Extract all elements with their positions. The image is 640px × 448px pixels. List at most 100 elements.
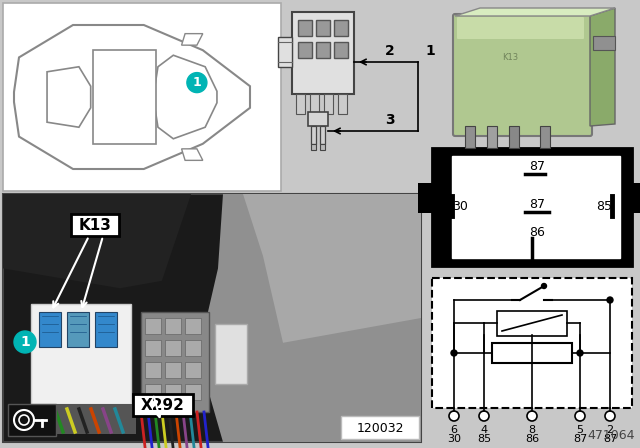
Circle shape bbox=[449, 411, 459, 421]
Bar bbox=[145, 318, 161, 334]
Text: X292: X292 bbox=[141, 397, 185, 413]
Circle shape bbox=[187, 73, 207, 93]
Polygon shape bbox=[182, 34, 203, 45]
Bar bbox=[308, 112, 328, 126]
Circle shape bbox=[541, 284, 547, 289]
Bar bbox=[497, 311, 567, 336]
Bar bbox=[3, 3, 281, 191]
Bar bbox=[141, 312, 209, 412]
Text: 4: 4 bbox=[481, 425, 488, 435]
Circle shape bbox=[605, 411, 615, 421]
Text: K13: K13 bbox=[79, 217, 111, 233]
Bar bbox=[215, 324, 247, 384]
Polygon shape bbox=[198, 194, 421, 442]
Bar bbox=[165, 384, 181, 400]
Bar bbox=[432, 278, 632, 408]
Text: 5: 5 bbox=[577, 425, 584, 435]
Bar bbox=[292, 12, 354, 94]
Bar bbox=[3, 194, 421, 442]
Polygon shape bbox=[47, 67, 91, 127]
Bar bbox=[341, 416, 419, 439]
Text: 1: 1 bbox=[193, 76, 201, 89]
Bar bbox=[320, 144, 325, 150]
Bar bbox=[26, 404, 136, 434]
Polygon shape bbox=[590, 8, 615, 126]
Bar bbox=[465, 126, 475, 148]
Bar bbox=[165, 362, 181, 378]
Polygon shape bbox=[455, 8, 615, 16]
Bar bbox=[593, 36, 615, 50]
Bar bbox=[165, 340, 181, 356]
Polygon shape bbox=[153, 55, 217, 139]
Bar bbox=[133, 394, 193, 416]
Bar bbox=[316, 20, 330, 36]
Bar bbox=[67, 312, 89, 347]
Bar bbox=[39, 312, 61, 347]
Bar bbox=[278, 37, 292, 67]
Text: 1: 1 bbox=[425, 44, 435, 58]
Circle shape bbox=[451, 350, 457, 356]
Bar bbox=[334, 20, 348, 36]
Text: 2: 2 bbox=[607, 425, 614, 435]
Text: 87: 87 bbox=[603, 434, 617, 444]
Text: 85: 85 bbox=[477, 434, 491, 444]
Circle shape bbox=[527, 411, 537, 421]
Text: 85: 85 bbox=[596, 199, 612, 212]
Bar bbox=[310, 94, 319, 114]
Bar bbox=[165, 318, 181, 334]
FancyBboxPatch shape bbox=[457, 17, 584, 39]
Text: K13: K13 bbox=[502, 53, 518, 63]
Bar bbox=[334, 42, 348, 58]
Bar bbox=[311, 144, 316, 150]
Circle shape bbox=[577, 350, 583, 356]
Bar bbox=[492, 343, 572, 363]
Bar bbox=[95, 312, 117, 347]
Text: 87: 87 bbox=[573, 434, 587, 444]
Bar bbox=[145, 362, 161, 378]
Bar bbox=[320, 126, 325, 144]
Bar bbox=[145, 384, 161, 400]
Bar bbox=[311, 126, 316, 144]
Bar bbox=[509, 126, 519, 148]
Bar bbox=[540, 126, 550, 148]
Polygon shape bbox=[243, 194, 421, 343]
FancyBboxPatch shape bbox=[453, 14, 592, 136]
Bar bbox=[418, 183, 432, 213]
Circle shape bbox=[575, 411, 585, 421]
Bar bbox=[338, 94, 347, 114]
Bar bbox=[298, 20, 312, 36]
Polygon shape bbox=[93, 50, 156, 144]
Bar bbox=[324, 94, 333, 114]
Text: 86: 86 bbox=[525, 434, 539, 444]
Text: 87: 87 bbox=[529, 198, 545, 211]
Circle shape bbox=[14, 331, 36, 353]
Bar bbox=[432, 148, 632, 266]
Text: 120032: 120032 bbox=[356, 422, 404, 435]
Text: 471064: 471064 bbox=[588, 429, 635, 442]
Text: 1: 1 bbox=[20, 335, 30, 349]
Bar bbox=[632, 183, 640, 213]
Text: 30: 30 bbox=[452, 199, 468, 212]
Bar bbox=[185, 362, 201, 378]
Bar bbox=[296, 94, 305, 114]
Bar bbox=[145, 340, 161, 356]
Text: 86: 86 bbox=[529, 225, 545, 238]
Text: 30: 30 bbox=[447, 434, 461, 444]
Text: 6: 6 bbox=[451, 425, 458, 435]
Bar bbox=[452, 156, 620, 258]
Bar bbox=[185, 318, 201, 334]
Bar bbox=[185, 384, 201, 400]
Bar bbox=[31, 304, 131, 404]
Polygon shape bbox=[182, 149, 203, 160]
Bar bbox=[8, 404, 56, 436]
Bar bbox=[298, 42, 312, 58]
Bar bbox=[71, 214, 119, 236]
Polygon shape bbox=[14, 25, 250, 169]
Text: 8: 8 bbox=[529, 425, 536, 435]
Bar bbox=[487, 126, 497, 148]
Text: 87: 87 bbox=[529, 159, 545, 172]
Circle shape bbox=[479, 411, 489, 421]
Text: 2: 2 bbox=[385, 44, 395, 58]
Polygon shape bbox=[3, 194, 191, 288]
Bar bbox=[316, 42, 330, 58]
